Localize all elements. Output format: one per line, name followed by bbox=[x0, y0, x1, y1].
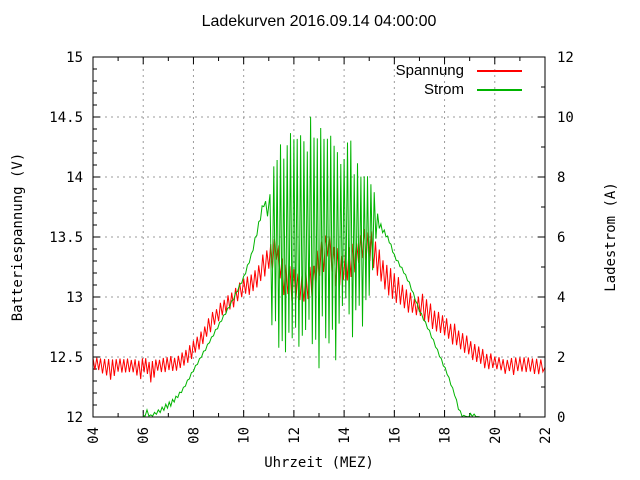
y-left-tick-label: 13 bbox=[66, 290, 83, 306]
y-left-axis-label: Batteriespannung (V) bbox=[10, 153, 26, 322]
legend: Spannung Strom bbox=[310, 61, 522, 99]
plot-border bbox=[92, 56, 546, 418]
x-tick-label: 16 bbox=[387, 427, 403, 444]
y-left-tick-label: 15 bbox=[66, 50, 83, 66]
legend-item-spannung: Spannung bbox=[310, 61, 522, 80]
legend-label-spannung: Spannung bbox=[395, 62, 464, 79]
y-left-tick-label: 14.5 bbox=[49, 110, 83, 126]
x-tick-label: 14 bbox=[337, 427, 353, 444]
y-left-tick-label: 13.5 bbox=[49, 230, 83, 246]
x-tick-label: 22 bbox=[538, 427, 554, 444]
series-spannung bbox=[92, 228, 546, 383]
legend-line-spannung-sample bbox=[477, 69, 522, 72]
x-tick-label: 12 bbox=[287, 427, 303, 444]
y-right-tick-label: 10 bbox=[557, 110, 574, 126]
x-tick-label: 18 bbox=[438, 427, 454, 444]
legend-item-strom: Strom bbox=[310, 80, 522, 99]
y-right-axis-label: Ladestrom (A) bbox=[603, 182, 619, 292]
y-right-tick-label: 12 bbox=[557, 50, 574, 66]
series-strom bbox=[143, 116, 480, 418]
x-axis-label: Uhrzeit (MEZ) bbox=[264, 455, 374, 471]
y-left-tick-label: 14 bbox=[66, 170, 83, 186]
x-tick-label: 04 bbox=[86, 427, 102, 444]
chart-title: Ladekurven 2016.09.14 04:00:00 bbox=[201, 13, 437, 30]
y-right-tick-label: 4 bbox=[557, 290, 565, 306]
x-tick-label: 08 bbox=[186, 427, 202, 444]
y-left-tick-label: 12 bbox=[66, 410, 83, 426]
y-right-tick-label: 0 bbox=[557, 410, 565, 426]
y-right-tick-label: 2 bbox=[557, 350, 565, 366]
legend-line-strom-sample bbox=[477, 88, 522, 91]
y-right-tick-label: 6 bbox=[557, 230, 565, 246]
legend-label-strom: Strom bbox=[423, 81, 464, 98]
x-tick-label: 20 bbox=[488, 427, 504, 444]
y-right-tick-label: 8 bbox=[557, 170, 565, 186]
x-tick-label: 06 bbox=[136, 427, 152, 444]
x-tick-label: 10 bbox=[237, 427, 253, 444]
y-left-tick-label: 12.5 bbox=[49, 350, 83, 366]
